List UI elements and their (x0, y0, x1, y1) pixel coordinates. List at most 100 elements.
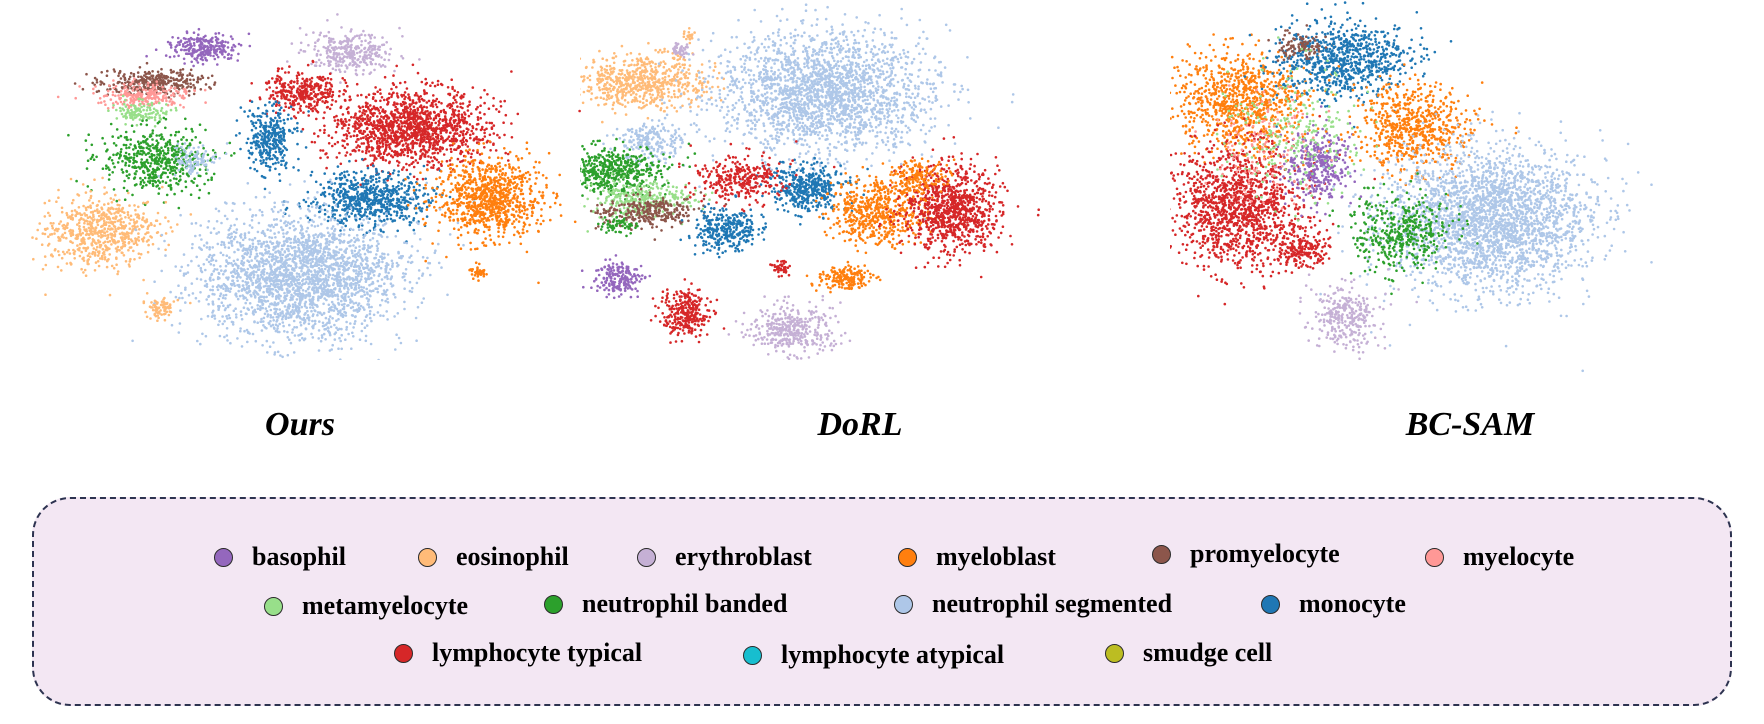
scatter-point (348, 95, 352, 98)
scatter-point (319, 149, 322, 152)
scatter-point (429, 117, 433, 120)
scatter-point (280, 67, 284, 70)
scatter-point (225, 142, 229, 145)
scatter-point (386, 153, 389, 157)
scatter-point (422, 111, 426, 115)
scatter-point (409, 123, 413, 126)
scatter-point (260, 155, 263, 159)
scatter-point (74, 214, 78, 218)
scatter-point (460, 97, 463, 100)
scatter-point (368, 118, 372, 121)
scatter-point (296, 121, 299, 125)
scatter-point (470, 152, 473, 156)
scatter-point (93, 218, 96, 221)
scatter-point (438, 117, 442, 121)
scatter-point (286, 60, 289, 63)
scatter-point (327, 30, 331, 34)
scatter-point (320, 61, 323, 65)
scatter-point (113, 165, 116, 169)
scatter-point (153, 86, 157, 89)
scatter-point (333, 40, 336, 44)
scatter-point (177, 130, 181, 134)
scatter-point (155, 101, 158, 105)
scatter-point (43, 232, 47, 236)
scatter-point (56, 95, 60, 99)
scatter-point (165, 164, 168, 168)
scatter-point (144, 112, 147, 116)
scatter-point (277, 146, 280, 149)
scatter-point (315, 61, 318, 64)
scatter-point (496, 133, 499, 137)
scatter-point (326, 105, 330, 109)
scatter-point (432, 156, 436, 159)
scatter-point (274, 161, 277, 165)
scatter-point (177, 168, 181, 172)
scatter-point (131, 80, 135, 83)
scatter-point (285, 93, 289, 97)
scatter-point (89, 194, 93, 198)
scatter-point (386, 217, 389, 221)
scatter-point (468, 100, 471, 103)
scatter-point (144, 115, 148, 118)
scatter-point (389, 217, 393, 221)
scatter-point (355, 140, 358, 144)
scatter-point (414, 102, 418, 105)
scatter-point (362, 29, 365, 33)
scatter-point (436, 147, 439, 151)
scatter-point (287, 89, 291, 93)
scatter-point (180, 48, 183, 52)
scatter-point (282, 138, 286, 141)
scatter-point (115, 153, 118, 156)
scatter-point (123, 76, 127, 80)
scatter-point (144, 88, 148, 92)
scatter-point (409, 121, 412, 124)
scatter-point (431, 159, 434, 163)
scatter-point (175, 150, 178, 154)
scatter-point (141, 216, 145, 219)
scatter-point (99, 83, 102, 86)
scatter-point (400, 148, 403, 152)
scatter-point (46, 244, 50, 247)
scatter-point (112, 86, 115, 90)
scatter-point (349, 30, 353, 33)
scatter-point (116, 81, 120, 85)
scatter-point (183, 48, 186, 52)
scatter-point (453, 124, 457, 128)
scatter-point (127, 236, 130, 239)
scatter-point (295, 126, 299, 130)
scatter-point (129, 218, 132, 222)
scatter-point (453, 89, 457, 92)
scatter-point (178, 43, 181, 46)
scatter-point (376, 136, 380, 140)
scatter-point (152, 102, 156, 106)
scatter-point (309, 82, 312, 85)
scatter-point (104, 244, 107, 247)
scatter-point (108, 156, 112, 159)
scatter-point (462, 92, 466, 96)
scatter-point (366, 164, 370, 168)
scatter-point (170, 71, 173, 74)
scatter-point (118, 106, 122, 110)
scatter-point (149, 83, 153, 87)
scatter-point (369, 132, 373, 136)
scatter-point (89, 227, 93, 231)
scatter-point (175, 177, 178, 181)
scatter-point (370, 139, 373, 143)
scatter-point (405, 87, 409, 90)
scatter-point (192, 78, 195, 82)
scatter-point (139, 141, 143, 144)
scatter-point (141, 93, 144, 96)
scatter-point (145, 158, 149, 162)
scatter-point (158, 92, 161, 95)
scatter-point (57, 235, 60, 239)
scatter-point (340, 64, 343, 67)
scatter-point (157, 192, 160, 195)
scatter-point (405, 217, 408, 220)
scatter-point (510, 122, 513, 125)
scatter-point (261, 152, 264, 155)
scatter-point (295, 89, 299, 92)
scatter-point (106, 89, 110, 93)
scatter-point (426, 127, 430, 131)
scatter-point (346, 42, 350, 46)
scatter-point (335, 47, 339, 50)
